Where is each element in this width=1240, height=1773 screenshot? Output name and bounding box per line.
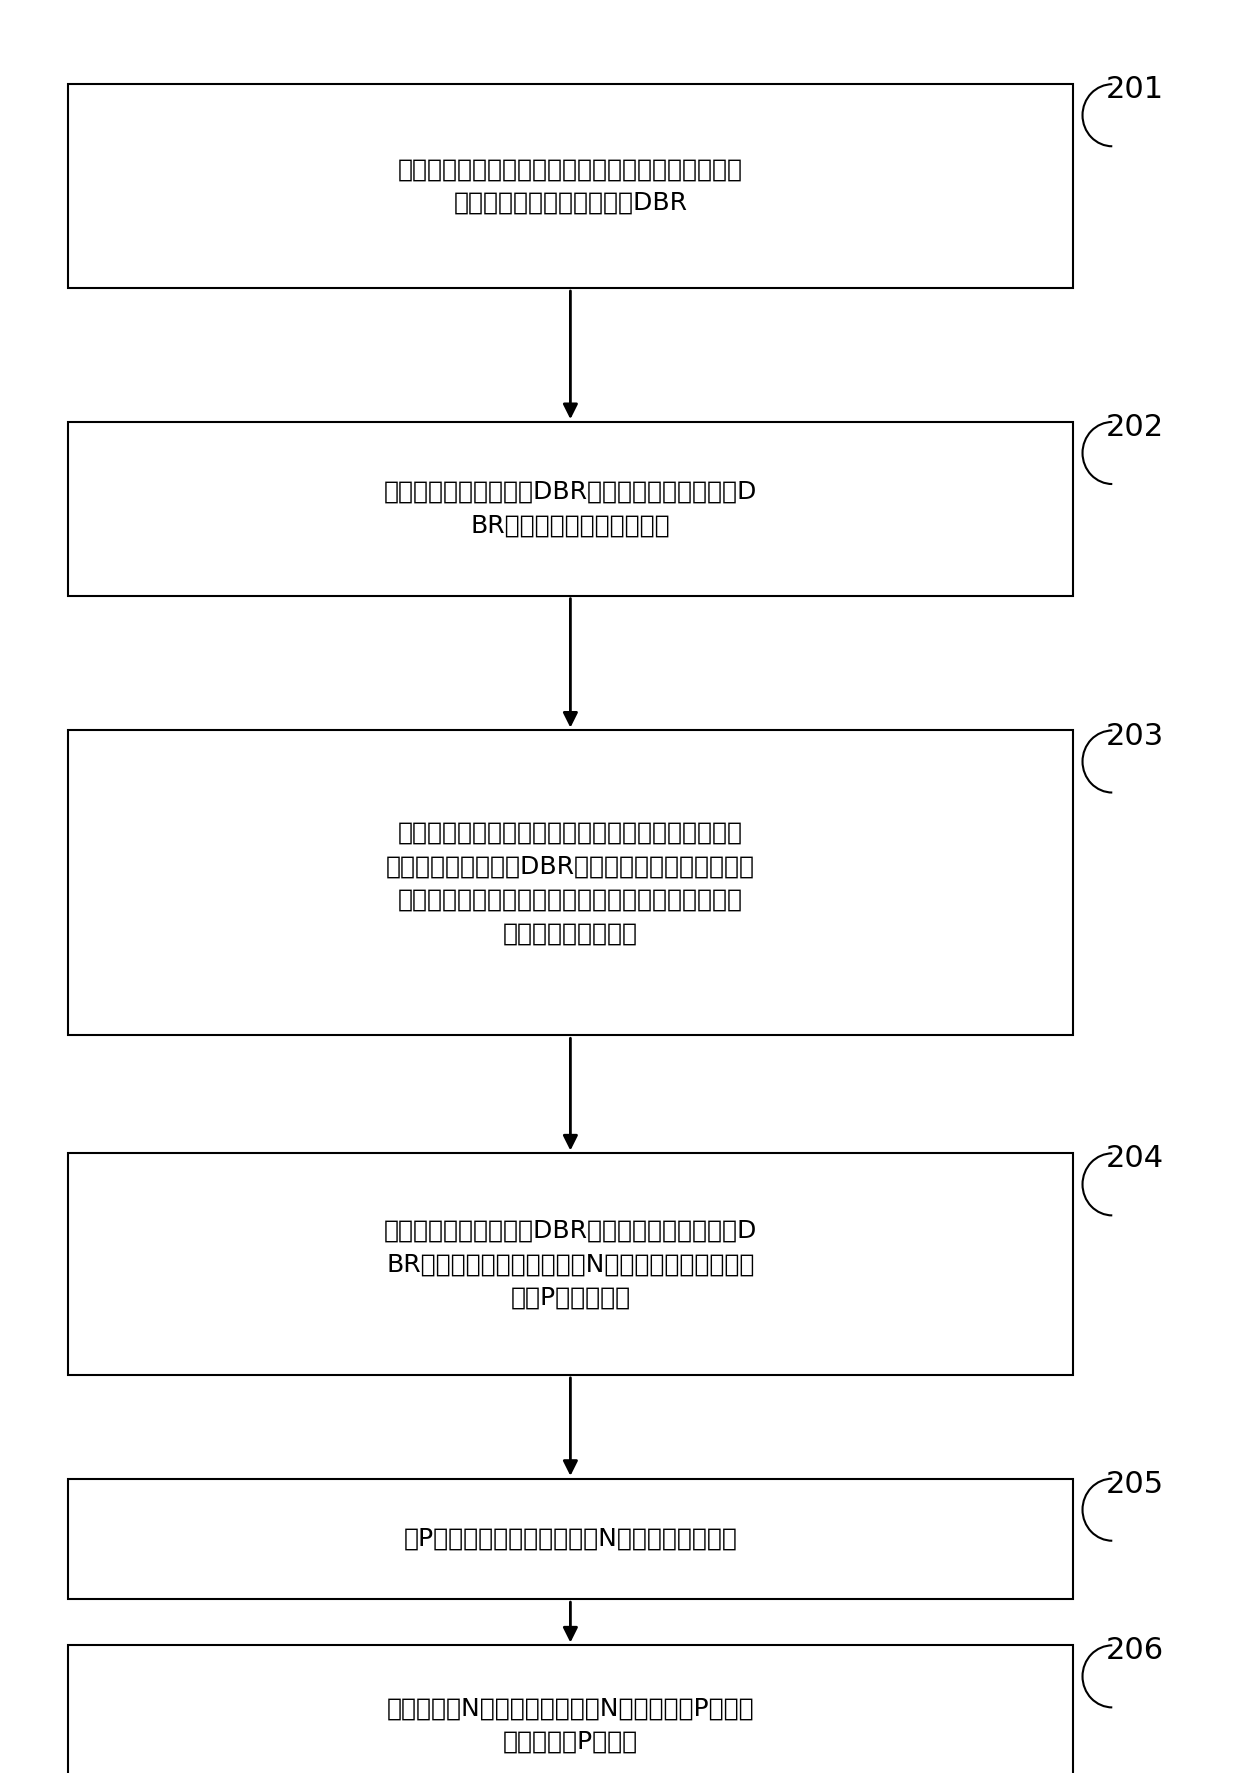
Bar — [68, 1479, 1073, 1599]
Text: 203: 203 — [1106, 722, 1163, 750]
Bar — [68, 1154, 1073, 1376]
Text: 在衬底的一个表面上形成第一反射层，第一反射层包
括间隔分布在衬底上的多个DBR: 在衬底的一个表面上形成第一反射层，第一反射层包 括间隔分布在衬底上的多个DBR — [398, 158, 743, 215]
Bar — [68, 1645, 1073, 1773]
Text: 206: 206 — [1106, 1636, 1163, 1665]
Text: 202: 202 — [1106, 413, 1163, 441]
Text: 在缓冲层上形成第二反射层，第二反射层包括间隔分
布在缓冲层上的多个DBR，第二反射层在衬底设置缓
冲层的表面上的投影与第一反射层在衬底设置缓冲层
的表面上的投影: 在缓冲层上形成第二反射层，第二反射层包括间隔分 布在缓冲层上的多个DBR，第二反… — [386, 821, 755, 945]
Text: 在第二反射层中的多个DBR上和第二反射层的多个D
BR之间的缓冲层上依次形成N型半导体层、多量子阱
层、P型半导体层: 在第二反射层中的多个DBR上和第二反射层的多个D BR之间的缓冲层上依次形成N型… — [383, 1218, 758, 1310]
Bar — [68, 730, 1073, 1035]
Text: 205: 205 — [1106, 1470, 1163, 1498]
Text: 204: 204 — [1106, 1145, 1163, 1174]
Bar — [68, 83, 1073, 287]
Text: 在第一反射层中的多个DBR上和第一反射层的多个D
BR之间的衬底上形成缓冲层: 在第一反射层中的多个DBR上和第一反射层的多个D BR之间的衬底上形成缓冲层 — [383, 480, 758, 537]
Text: 201: 201 — [1106, 74, 1163, 105]
Bar — [68, 422, 1073, 596]
Text: 在凹槽内的N型半导体层上设置N型电极，在P型半导
体层上设置P型电极: 在凹槽内的N型半导体层上设置N型电极，在P型半导 体层上设置P型电极 — [387, 1697, 754, 1753]
Text: 在P型半导体层上开设延伸至N型半导体层的凹槽: 在P型半导体层上开设延伸至N型半导体层的凹槽 — [403, 1527, 738, 1551]
